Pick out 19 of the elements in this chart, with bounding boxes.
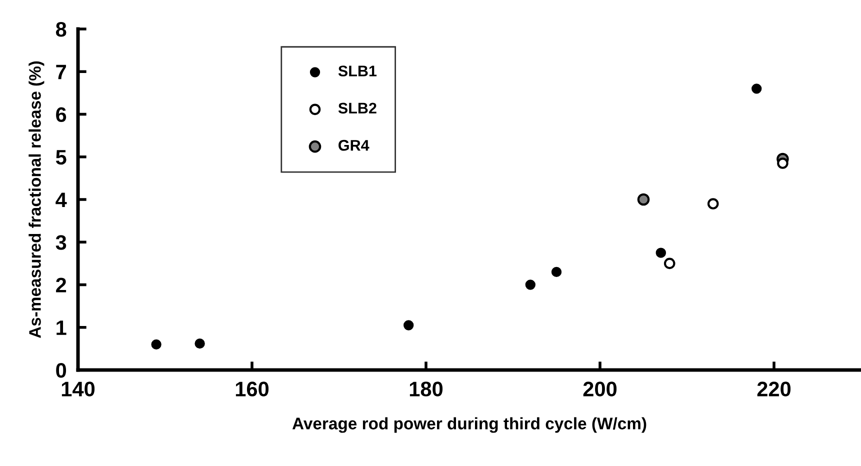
legend-label: SLB2	[338, 102, 376, 114]
y-axis-title: As-measured fractional release (%)	[28, 61, 44, 338]
y-tick-label: 3	[56, 235, 66, 250]
y-tick-label: 8	[56, 22, 66, 37]
y-tick-label: 5	[56, 150, 66, 165]
x-tick-label: 220	[757, 382, 791, 396]
y-tick-label: 0	[56, 363, 66, 378]
x-tick-label: 200	[583, 382, 617, 396]
legend-label: GR4	[338, 140, 370, 151]
x-axis-title: Average rod power during third cycle (W/cm)	[292, 417, 646, 433]
legend-label: SLB1	[338, 66, 377, 76]
x-tick-label: 160	[236, 382, 269, 396]
y-tick-label: 6	[56, 107, 66, 122]
x-tick-label: 140	[62, 382, 95, 396]
y-tick-label: 7	[56, 64, 66, 80]
x-tick-label: 180	[410, 382, 443, 396]
y-tick-label: 1	[56, 320, 66, 335]
y-tick-label: 4	[56, 192, 67, 208]
y-tick-label: 2	[56, 278, 66, 292]
